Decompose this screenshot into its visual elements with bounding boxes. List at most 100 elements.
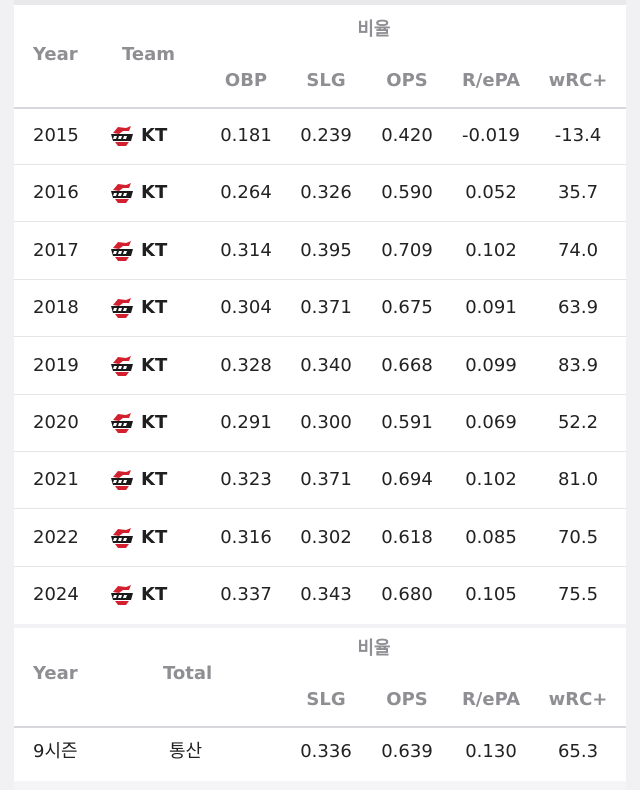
right-margin (626, 0, 640, 790)
row-ops: 0.694 (381, 469, 433, 490)
header-slg: SLG (306, 70, 346, 91)
row-year: 2017 (33, 240, 79, 261)
kt-wiz-logo-icon (109, 124, 135, 148)
kt-wiz-logo-icon (109, 583, 135, 607)
row-slg: 0.326 (300, 182, 352, 203)
kt-wiz-logo-icon (109, 526, 135, 550)
row-obp: 0.323 (220, 469, 272, 490)
row-year: 2021 (33, 469, 79, 490)
row-ops: 0.668 (381, 355, 433, 376)
total-label: 통산 (169, 741, 203, 762)
header-repa: R/ePA (461, 70, 521, 91)
row-team: KT (141, 297, 168, 318)
total-seasons: 9시즌 (33, 741, 78, 762)
row-divider (14, 508, 626, 509)
row-slg: 0.239 (300, 125, 352, 146)
row-year: 2016 (33, 182, 79, 203)
row-obp: 0.328 (220, 355, 272, 376)
header-ops: OPS (386, 70, 428, 91)
total-header-year: Year (33, 663, 78, 684)
row-obp: 0.304 (220, 297, 272, 318)
row-divider (14, 164, 626, 165)
row-wrc: 74.0 (557, 240, 599, 261)
row-repa: -0.019 (461, 125, 521, 146)
row-obp: 0.181 (220, 125, 272, 146)
row-ops: 0.591 (381, 412, 433, 433)
section-gap (14, 624, 626, 628)
row-repa: 0.102 (465, 240, 517, 261)
row-obp: 0.291 (220, 412, 272, 433)
row-divider (14, 451, 626, 452)
row-slg: 0.340 (300, 355, 352, 376)
row-ops: 0.709 (381, 240, 433, 261)
row-repa: 0.085 (465, 527, 517, 548)
total-slg: 0.336 (300, 741, 352, 762)
row-repa: 0.099 (465, 355, 517, 376)
total-header-repa: R/ePA (461, 689, 521, 710)
total-header-ops: OPS (386, 689, 428, 710)
header-year: Year (33, 44, 78, 65)
row-wrc: -13.4 (554, 125, 602, 146)
header-obp: OBP (224, 70, 268, 91)
row-repa: 0.105 (465, 584, 517, 605)
row-team: KT (141, 527, 168, 548)
row-ops: 0.680 (381, 584, 433, 605)
row-slg: 0.302 (300, 527, 352, 548)
row-ops: 0.590 (381, 182, 433, 203)
kt-wiz-logo-icon (109, 468, 135, 492)
kt-wiz-logo-icon (109, 411, 135, 435)
row-slg: 0.371 (300, 469, 352, 490)
row-slg: 0.300 (300, 412, 352, 433)
row-slg: 0.395 (300, 240, 352, 261)
total-header-divider (14, 726, 626, 728)
row-year: 2020 (33, 412, 79, 433)
row-year: 2019 (33, 355, 79, 376)
row-wrc: 83.9 (557, 355, 599, 376)
row-wrc: 75.5 (557, 584, 599, 605)
kt-wiz-logo-icon (109, 354, 135, 378)
row-team: KT (141, 584, 168, 605)
row-repa: 0.052 (465, 182, 517, 203)
row-wrc: 70.5 (557, 527, 599, 548)
row-team: KT (141, 125, 168, 146)
row-year: 2018 (33, 297, 79, 318)
row-repa: 0.069 (465, 412, 517, 433)
row-year: 2024 (33, 584, 79, 605)
total-wrc: 65.3 (557, 741, 599, 762)
row-repa: 0.102 (465, 469, 517, 490)
total-ops: 0.639 (381, 741, 433, 762)
row-obp: 0.337 (220, 584, 272, 605)
row-year: 2015 (33, 125, 79, 146)
row-team: KT (141, 182, 168, 203)
row-team: KT (141, 412, 168, 433)
header-group-ratio: 비율 (357, 19, 391, 40)
header-team: Team (122, 44, 175, 65)
total-header-slg: SLG (306, 689, 346, 710)
row-slg: 0.343 (300, 584, 352, 605)
row-divider (14, 394, 626, 395)
row-divider (14, 279, 626, 280)
row-wrc: 35.7 (557, 182, 599, 203)
row-team: KT (141, 240, 168, 261)
top-divider (14, 0, 626, 5)
row-slg: 0.371 (300, 297, 352, 318)
total-repa: 0.130 (465, 741, 517, 762)
row-team: KT (141, 355, 168, 376)
row-wrc: 52.2 (557, 412, 599, 433)
row-repa: 0.091 (465, 297, 517, 318)
row-obp: 0.316 (220, 527, 272, 548)
row-ops: 0.675 (381, 297, 433, 318)
row-divider (14, 336, 626, 337)
kt-wiz-logo-icon (109, 296, 135, 320)
row-divider (14, 566, 626, 567)
row-wrc: 81.0 (557, 469, 599, 490)
kt-wiz-logo-icon (109, 181, 135, 205)
row-year: 2022 (33, 527, 79, 548)
row-ops: 0.618 (381, 527, 433, 548)
kt-wiz-logo-icon (109, 239, 135, 263)
total-header-total: Total (163, 663, 213, 684)
row-obp: 0.264 (220, 182, 272, 203)
header-wrc: wRC+ (548, 70, 608, 91)
left-margin (0, 0, 14, 790)
